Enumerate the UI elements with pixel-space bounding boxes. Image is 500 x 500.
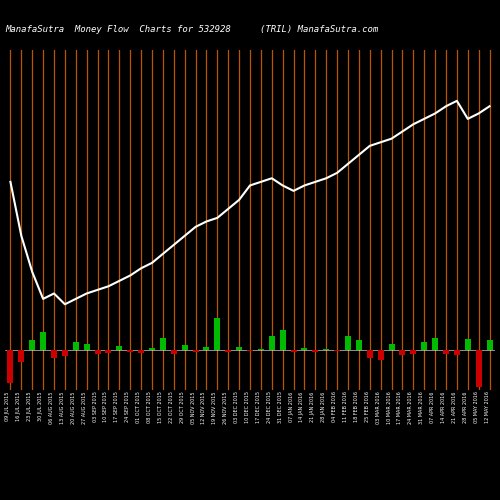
Bar bbox=[214, 318, 220, 350]
Bar bbox=[73, 342, 79, 350]
Bar bbox=[182, 346, 188, 350]
Bar bbox=[127, 350, 133, 352]
Bar bbox=[116, 346, 122, 350]
Bar bbox=[378, 350, 384, 360]
Bar bbox=[443, 350, 449, 354]
Bar bbox=[62, 350, 68, 356]
Bar bbox=[367, 350, 373, 358]
Bar bbox=[345, 336, 351, 350]
Bar bbox=[465, 339, 471, 350]
Bar bbox=[454, 350, 460, 355]
Bar bbox=[51, 350, 57, 358]
Text: (TRIL) ManafaSutra.com: (TRIL) ManafaSutra.com bbox=[260, 25, 378, 34]
Bar bbox=[40, 332, 46, 350]
Bar bbox=[160, 338, 166, 350]
Bar bbox=[106, 350, 112, 354]
Bar bbox=[312, 350, 318, 352]
Bar bbox=[356, 340, 362, 350]
Bar bbox=[334, 350, 340, 352]
Bar bbox=[290, 350, 296, 352]
Bar bbox=[247, 350, 253, 352]
Bar bbox=[204, 347, 210, 350]
Bar bbox=[138, 350, 144, 354]
Bar bbox=[432, 338, 438, 350]
Bar bbox=[29, 340, 35, 350]
Bar bbox=[421, 342, 427, 350]
Bar bbox=[225, 350, 231, 352]
Bar bbox=[486, 340, 492, 350]
Bar bbox=[94, 350, 100, 354]
Bar bbox=[410, 350, 416, 354]
Bar bbox=[236, 347, 242, 350]
Bar bbox=[269, 336, 275, 350]
Bar bbox=[8, 350, 14, 382]
Bar bbox=[476, 350, 482, 387]
Bar bbox=[149, 348, 155, 350]
Bar bbox=[400, 350, 406, 355]
Bar bbox=[84, 344, 89, 350]
Bar bbox=[171, 350, 177, 354]
Bar bbox=[280, 330, 285, 350]
Bar bbox=[192, 350, 198, 352]
Bar bbox=[302, 348, 308, 350]
Bar bbox=[388, 344, 394, 350]
Bar bbox=[18, 350, 24, 362]
Bar bbox=[323, 349, 329, 350]
Text: ManafaSutra  Money Flow  Charts for 532928: ManafaSutra Money Flow Charts for 532928 bbox=[5, 25, 231, 34]
